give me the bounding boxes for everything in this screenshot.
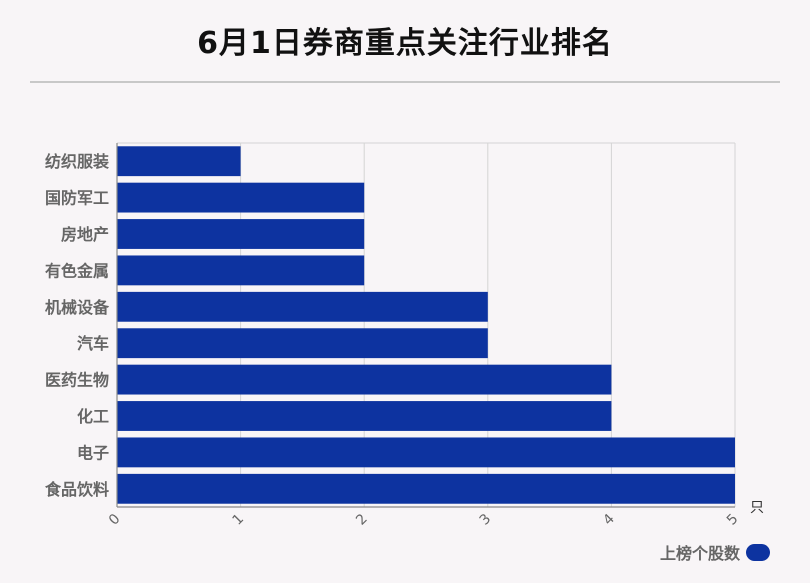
title-divider [30,81,780,83]
bar [117,219,365,249]
bar [117,364,612,395]
legend-label: 上榜个股数 [659,544,740,563]
bar [117,401,612,431]
bar [117,473,735,504]
category-label: 电子 [77,443,109,462]
x-tick-label: 0 [106,511,124,529]
bar [117,146,241,177]
category-label: 有色金属 [45,261,109,280]
bar [117,437,735,468]
category-label: 纺织服装 [45,152,109,171]
chart-title: 6月1日券商重点关注行业排名 [197,26,613,61]
x-tick-label: 4 [600,511,618,529]
bar [117,291,488,322]
legend[interactable]: 上榜个股数 [660,540,770,564]
category-label: 医药生物 [45,371,109,390]
category-label: 房地产 [61,225,109,244]
bar [117,182,365,213]
x-tick-label: 2 [353,511,371,529]
bar [117,328,488,359]
x-unit-label: 只 [750,500,764,516]
x-tick-label: 5 [724,511,742,529]
bar [117,255,365,286]
x-tick-label: 3 [477,511,495,529]
category-label: 食品饮料 [44,480,109,499]
legend-swatch [746,543,770,561]
category-label: 机械设备 [45,298,110,317]
category-label: 国防军工 [45,189,109,208]
x-tick-label: 1 [229,511,247,529]
category-label: 化工 [77,407,109,426]
category-label: 汽车 [77,334,109,353]
